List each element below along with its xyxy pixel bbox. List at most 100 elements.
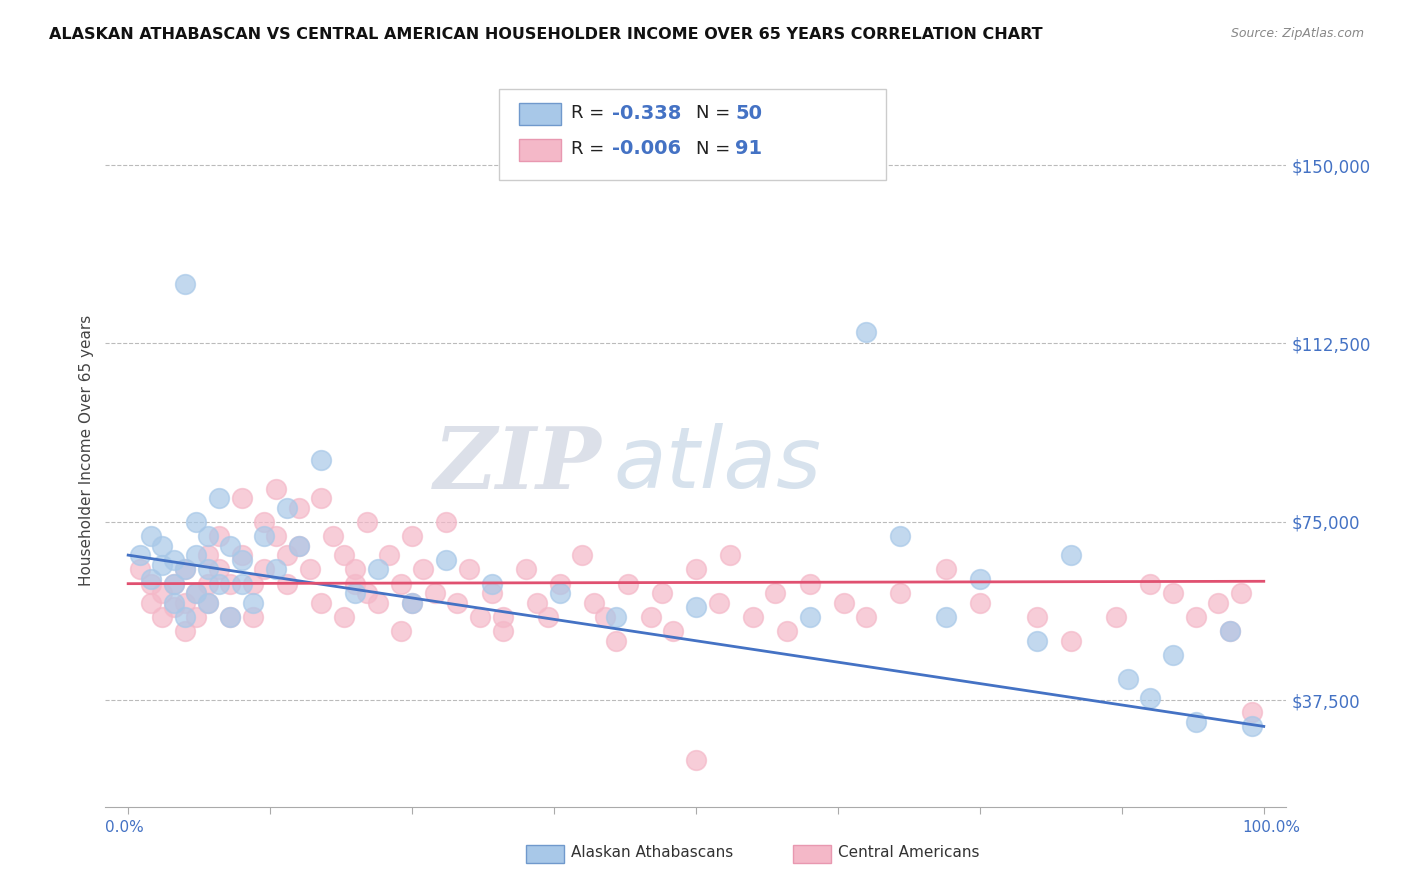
Point [1230, 586, 1253, 600]
Text: Source: ZipAtlas.com: Source: ZipAtlas.com [1230, 27, 1364, 40]
Point [434, 515, 457, 529]
Point [219, 610, 242, 624]
Point [276, 576, 298, 591]
Point [718, 548, 741, 562]
Point [1025, 633, 1047, 648]
Text: N =: N = [696, 104, 735, 122]
Point [287, 539, 309, 553]
Point [139, 596, 162, 610]
Point [197, 596, 219, 610]
Point [186, 586, 208, 600]
Point [128, 548, 150, 562]
Point [333, 548, 356, 562]
Point [174, 562, 197, 576]
Point [389, 576, 412, 591]
Point [287, 539, 309, 553]
Point [276, 500, 298, 515]
Point [605, 633, 627, 648]
Point [197, 529, 219, 543]
Point [162, 576, 184, 591]
Point [1219, 624, 1241, 639]
Point [1241, 719, 1264, 733]
Point [662, 624, 685, 639]
Point [242, 576, 264, 591]
Point [186, 548, 208, 562]
Point [1139, 576, 1161, 591]
Point [617, 576, 640, 591]
Text: ALASKAN ATHABASCAN VS CENTRAL AMERICAN HOUSEHOLDER INCOME OVER 65 YEARS CORRELAT: ALASKAN ATHABASCAN VS CENTRAL AMERICAN H… [49, 27, 1043, 42]
Point [651, 586, 673, 600]
Point [434, 553, 457, 567]
Point [412, 562, 434, 576]
Point [150, 539, 173, 553]
Text: Central Americans: Central Americans [838, 846, 980, 860]
Point [367, 596, 389, 610]
Point [208, 576, 231, 591]
Point [219, 610, 242, 624]
Point [174, 277, 197, 291]
Point [593, 610, 616, 624]
Point [219, 539, 242, 553]
Point [685, 753, 707, 767]
Point [197, 596, 219, 610]
Point [457, 562, 479, 576]
Point [128, 562, 150, 576]
Point [889, 529, 911, 543]
Point [605, 610, 627, 624]
Point [264, 529, 287, 543]
Point [139, 529, 162, 543]
Point [481, 586, 503, 600]
Point [1161, 586, 1184, 600]
Point [776, 624, 799, 639]
Point [526, 596, 548, 610]
Point [1208, 596, 1230, 610]
Text: 100.0%: 100.0% [1243, 821, 1301, 835]
Text: 91: 91 [735, 139, 762, 159]
Point [582, 596, 605, 610]
Point [186, 586, 208, 600]
Point [162, 553, 184, 567]
Point [344, 576, 367, 591]
Point [799, 610, 821, 624]
Point [1105, 610, 1128, 624]
Point [174, 624, 197, 639]
Point [571, 548, 593, 562]
Point [640, 610, 662, 624]
Point [242, 596, 264, 610]
Point [162, 596, 184, 610]
Point [935, 562, 957, 576]
Point [401, 596, 423, 610]
Point [1025, 610, 1047, 624]
Point [1184, 714, 1206, 729]
Point [356, 515, 378, 529]
Text: -0.338: -0.338 [612, 103, 681, 123]
Point [231, 576, 253, 591]
Text: Alaskan Athabascans: Alaskan Athabascans [571, 846, 733, 860]
Text: atlas: atlas [613, 423, 821, 507]
Point [832, 596, 855, 610]
Point [197, 562, 219, 576]
Point [492, 624, 515, 639]
Point [253, 515, 276, 529]
Point [855, 325, 877, 339]
Point [162, 600, 184, 615]
Point [197, 576, 219, 591]
Text: -0.006: -0.006 [612, 139, 681, 159]
Point [1060, 633, 1083, 648]
Point [231, 548, 253, 562]
Point [298, 562, 321, 576]
Point [548, 586, 571, 600]
Point [470, 610, 492, 624]
Text: ZIP: ZIP [433, 423, 602, 507]
Point [356, 586, 378, 600]
Y-axis label: Householder Income Over 65 years: Householder Income Over 65 years [79, 315, 94, 586]
Point [186, 610, 208, 624]
Point [889, 586, 911, 600]
Point [276, 548, 298, 562]
Text: R =: R = [571, 140, 610, 158]
Point [174, 562, 197, 576]
Text: R =: R = [571, 104, 610, 122]
Point [150, 586, 173, 600]
Point [548, 576, 571, 591]
Point [150, 610, 173, 624]
